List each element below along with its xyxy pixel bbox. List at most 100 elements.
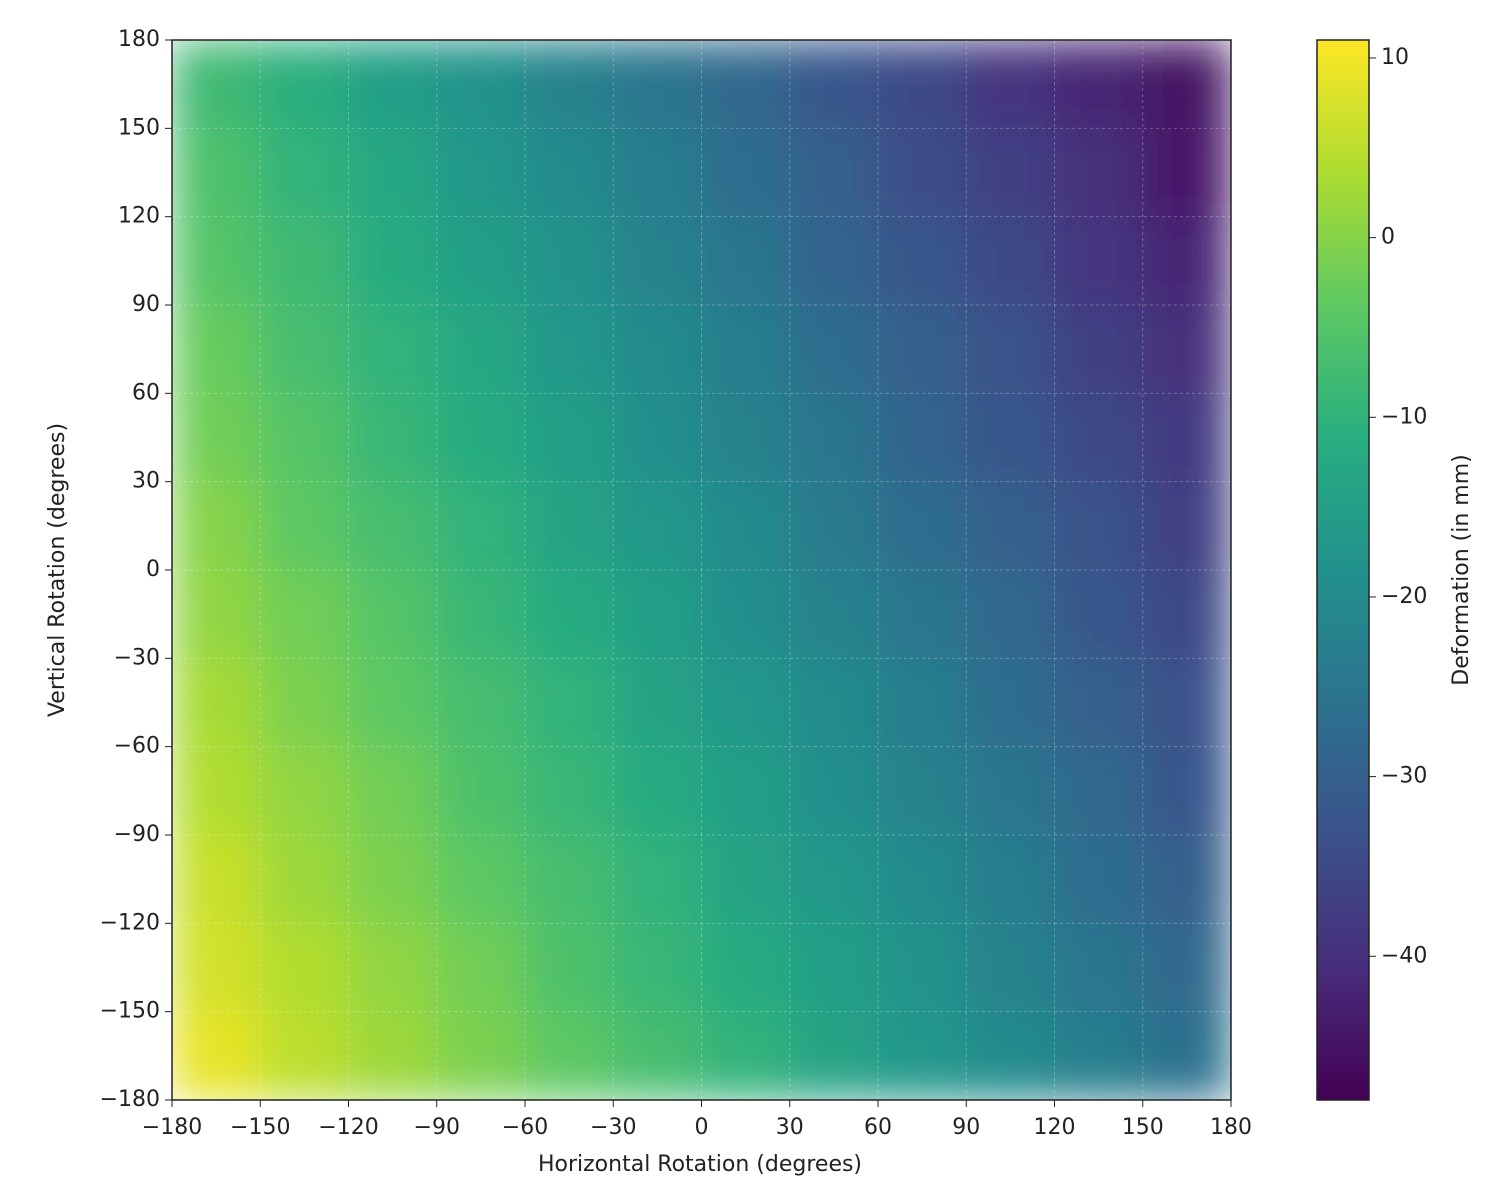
heat-cell [436,481,526,571]
heat-cell [789,304,879,394]
heat-cell [877,127,967,218]
x-tick-label: −120 [318,1115,378,1140]
heat-cell [172,569,261,659]
heat-cell [436,304,526,394]
x-tick-label: 0 [695,1115,709,1140]
heat-cell [701,834,791,924]
heatmap [172,40,1231,1100]
heat-cell [172,392,261,483]
heat-cell [701,657,791,748]
heat-cell [1142,40,1231,129]
heat-cell [524,569,614,659]
heat-cell [436,569,526,659]
y-tick-label: −90 [114,822,160,847]
heat-cell [259,657,349,748]
y-tick-label: −150 [100,999,160,1024]
heat-cell [877,1011,967,1100]
heat-cell [436,834,526,924]
heat-cell [1142,922,1231,1013]
heat-cell [1142,569,1231,659]
heat-cell [965,657,1055,748]
heat-cell [877,304,967,394]
heat-cell [524,657,614,748]
x-tick-label: −30 [590,1115,636,1140]
heat-cell [789,746,879,836]
heat-cell [172,216,261,306]
x-axis-label: Horizontal Rotation (degrees) [538,1152,862,1177]
heat-cell [612,922,702,1013]
x-tick-label: 30 [776,1115,804,1140]
heat-cell [612,569,702,659]
heat-cell [612,304,702,394]
heat-cell [259,481,349,571]
heat-cell [1142,392,1231,483]
heat-cell [348,922,438,1013]
x-tick-label: −180 [142,1115,202,1140]
heat-cell [789,657,879,748]
heat-cell [877,922,967,1013]
heat-cell [348,746,438,836]
heat-cell [701,569,791,659]
y-tick-label: −180 [100,1087,160,1112]
heat-cell [701,40,791,129]
heat-cell [436,127,526,218]
y-tick-label: 60 [132,380,160,405]
heat-cell [259,569,349,659]
heat-cell [1054,922,1144,1013]
heat-cell [1054,746,1144,836]
x-tick-label: 180 [1210,1115,1252,1140]
heat-cell [965,127,1055,218]
heat-cell [789,127,879,218]
colorbar-tick-label: 10 [1381,45,1409,70]
heat-cell [172,746,261,836]
heat-cell [1054,40,1144,129]
heat-cell [436,392,526,483]
colorbar [1316,39,1370,1101]
heat-cell [877,569,967,659]
heat-cell [259,392,349,483]
heat-cell [172,922,261,1013]
heat-cell [965,922,1055,1013]
heat-cell [348,481,438,571]
heat-cell [965,304,1055,394]
heat-cell [1142,481,1231,571]
heat-cell [259,834,349,924]
heat-cell [701,746,791,836]
heat-cell [877,657,967,748]
colorbar-tick-label: −30 [1381,764,1427,789]
heat-cell [1142,127,1231,218]
heat-cell [524,40,614,129]
heat-cell [789,922,879,1013]
heat-cell [348,834,438,924]
heat-cell [524,392,614,483]
y-tick-label: 150 [118,115,160,140]
heat-cell [1054,834,1144,924]
heat-cell [348,1011,438,1100]
heat-cell [701,481,791,571]
heat-cell [524,216,614,306]
heat-cell [701,216,791,306]
heat-cell [965,392,1055,483]
y-tick-label: 120 [118,204,160,229]
colorbar-tick-label: −40 [1381,943,1427,968]
heat-cell [1054,392,1144,483]
heat-cell [789,216,879,306]
colorbar-tick-label: −20 [1381,584,1427,609]
heat-cell [172,481,261,571]
heat-cell [172,657,261,748]
heat-cell [348,127,438,218]
heat-cell [1142,746,1231,836]
x-tick-label: 120 [1034,1115,1076,1140]
heat-cell [436,657,526,748]
heat-cell [259,922,349,1013]
heat-cell [701,127,791,218]
heat-cell [789,569,879,659]
heat-cell [259,304,349,394]
heat-cell [612,657,702,748]
colorbar-tick-label: −10 [1381,404,1427,429]
heat-cell [612,127,702,218]
heat-cell [172,834,261,924]
heat-cell [436,40,526,129]
heat-cell [524,481,614,571]
heat-cell [877,40,967,129]
